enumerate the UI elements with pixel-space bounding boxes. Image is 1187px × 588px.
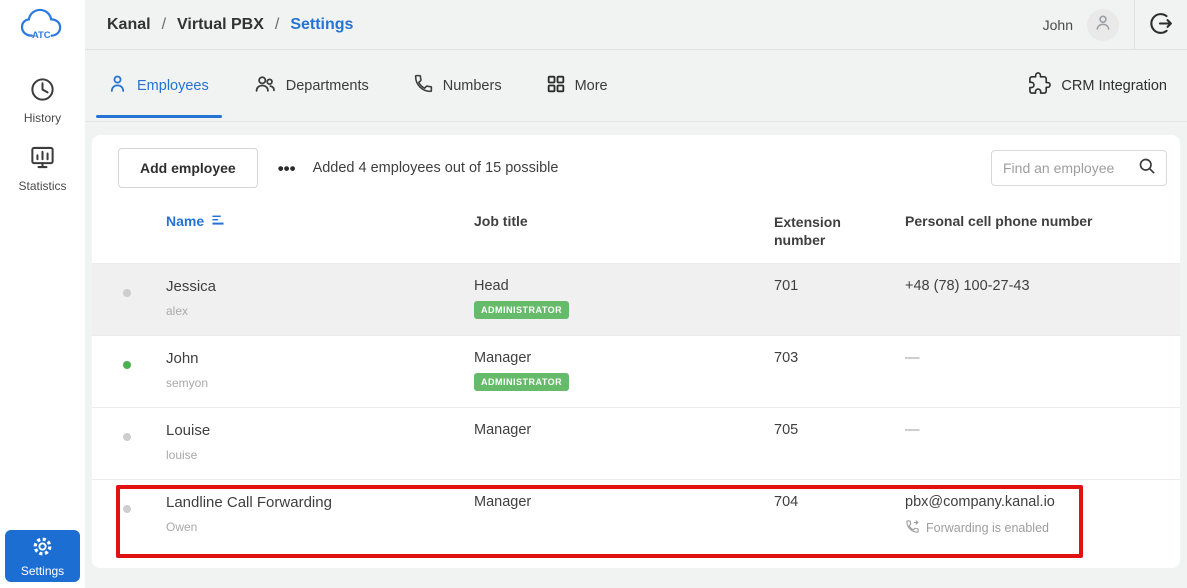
sidebar-item-label: Settings bbox=[20, 564, 65, 578]
status-dot bbox=[123, 361, 131, 370]
employee-name[interactable]: Louise bbox=[166, 422, 211, 440]
sidebar-item-label: Statistics bbox=[18, 179, 67, 193]
employee-search[interactable] bbox=[991, 150, 1167, 186]
gear-icon bbox=[30, 534, 55, 562]
employee-login: louise bbox=[166, 448, 198, 463]
people-icon bbox=[253, 73, 277, 99]
sidebar-item-statistics[interactable]: Statistics bbox=[0, 144, 85, 193]
status-dot bbox=[123, 289, 131, 298]
employee-job-title: Manager bbox=[474, 494, 532, 511]
tab-bar: Employees Departments Numbers More bbox=[85, 50, 1187, 122]
status-dot bbox=[123, 433, 131, 442]
person-icon bbox=[107, 73, 128, 98]
tab-label: Employees bbox=[137, 77, 209, 94]
employee-extension: 703 bbox=[774, 350, 799, 367]
tab-label: Departments bbox=[285, 77, 369, 94]
tab-label: More bbox=[574, 77, 608, 94]
phone-icon bbox=[413, 73, 434, 98]
tab-more[interactable]: More bbox=[546, 50, 608, 122]
header-divider bbox=[1134, 0, 1135, 50]
employee-name[interactable]: Landline Call Forwarding bbox=[166, 494, 332, 512]
employee-login: Owen bbox=[166, 520, 198, 535]
employee-name[interactable]: Jessica bbox=[166, 278, 217, 296]
breadcrumb: Kanal / Virtual PBX / Settings bbox=[107, 16, 353, 34]
table-row[interactable]: John semyon Manager ADMINISTRATOR 703 — bbox=[92, 335, 1180, 407]
sidebar-item-history[interactable]: History bbox=[0, 76, 85, 125]
breadcrumb-kanal[interactable]: Kanal bbox=[107, 15, 151, 33]
table-row[interactable]: Louise louise Manager 705 — bbox=[92, 407, 1180, 479]
phone-forward-icon bbox=[905, 519, 920, 537]
logo-text: ATC bbox=[31, 29, 50, 40]
employees-card: Add employee ••• Added 4 employees out o… bbox=[92, 135, 1180, 568]
employee-job-title: Manager bbox=[474, 350, 532, 367]
toolbar: Add employee ••• Added 4 employees out o… bbox=[92, 135, 1180, 188]
header-user-area: John bbox=[1043, 0, 1187, 50]
administrator-badge: ADMINISTRATOR bbox=[474, 301, 570, 320]
column-header-phone: Personal cell phone number bbox=[905, 213, 1093, 229]
employee-count-summary: Added 4 employees out of 15 possible bbox=[312, 160, 559, 176]
employee-job-title: Manager bbox=[474, 422, 532, 439]
employee-name[interactable]: John bbox=[166, 350, 199, 368]
employee-phone: pbx@company.kanal.io bbox=[905, 494, 1055, 511]
crm-integration-button[interactable]: CRM Integration bbox=[1028, 72, 1167, 99]
sidebar-item-label: History bbox=[23, 111, 62, 125]
add-employee-button[interactable]: Add employee bbox=[118, 148, 258, 188]
status-dot bbox=[123, 505, 131, 514]
tab-label: Numbers bbox=[442, 77, 502, 94]
table-row-highlighted[interactable]: Landline Call Forwarding Owen Manager 70… bbox=[92, 479, 1180, 557]
employee-extension: 701 bbox=[774, 278, 799, 295]
user-name: John bbox=[1042, 16, 1073, 33]
employee-extension: 705 bbox=[774, 422, 799, 439]
search-input[interactable] bbox=[1003, 160, 1137, 176]
tab-numbers[interactable]: Numbers bbox=[413, 50, 502, 122]
statistics-monitor-icon bbox=[29, 146, 56, 175]
more-options-dots[interactable]: ••• bbox=[277, 158, 296, 178]
user-avatar-icon bbox=[1092, 11, 1114, 38]
avatar[interactable] bbox=[1087, 8, 1119, 41]
employee-job-title: Head bbox=[474, 278, 509, 295]
forwarding-status: Forwarding is enabled bbox=[905, 519, 1180, 537]
breadcrumb-separator: / bbox=[161, 15, 167, 33]
sidebar: ATC History Statistics Settings bbox=[0, 0, 85, 588]
table-header: Name Job title Extension number Personal… bbox=[92, 213, 1180, 263]
search-icon[interactable] bbox=[1137, 156, 1157, 181]
tab-departments[interactable]: Departments bbox=[253, 50, 369, 122]
employee-login: alex bbox=[166, 304, 189, 319]
column-header-extension: Extension number bbox=[774, 214, 841, 249]
breadcrumb-separator: / bbox=[274, 15, 280, 33]
employee-phone: — bbox=[905, 422, 920, 439]
table-row[interactable]: Jessica alex Head ADMINISTRATOR 701 +48 … bbox=[92, 263, 1180, 336]
puzzle-icon bbox=[1028, 72, 1052, 99]
employee-phone: +48 (78) 100-27-43 bbox=[905, 278, 1030, 295]
column-header-name[interactable]: Name bbox=[166, 213, 474, 229]
employee-login: semyon bbox=[166, 376, 209, 391]
crm-label: CRM Integration bbox=[1061, 77, 1167, 94]
column-header-job-title: Job title bbox=[474, 213, 528, 229]
sidebar-item-settings[interactable]: Settings bbox=[5, 530, 80, 582]
employee-extension: 704 bbox=[774, 494, 799, 511]
tab-employees[interactable]: Employees bbox=[96, 50, 222, 122]
sort-icon bbox=[211, 213, 225, 229]
breadcrumb-settings[interactable]: Settings bbox=[290, 15, 354, 33]
logout-icon bbox=[1149, 11, 1174, 39]
top-header: Kanal / Virtual PBX / Settings John bbox=[85, 0, 1187, 50]
administrator-badge: ADMINISTRATOR bbox=[474, 373, 570, 392]
grid-squares-icon bbox=[546, 74, 566, 98]
breadcrumb-virtual-pbx[interactable]: Virtual PBX bbox=[177, 15, 264, 33]
logout-button[interactable] bbox=[1135, 0, 1187, 50]
atc-cloud-logo: ATC bbox=[0, 6, 85, 48]
history-clock-icon bbox=[29, 78, 56, 107]
employee-phone: — bbox=[905, 350, 920, 367]
